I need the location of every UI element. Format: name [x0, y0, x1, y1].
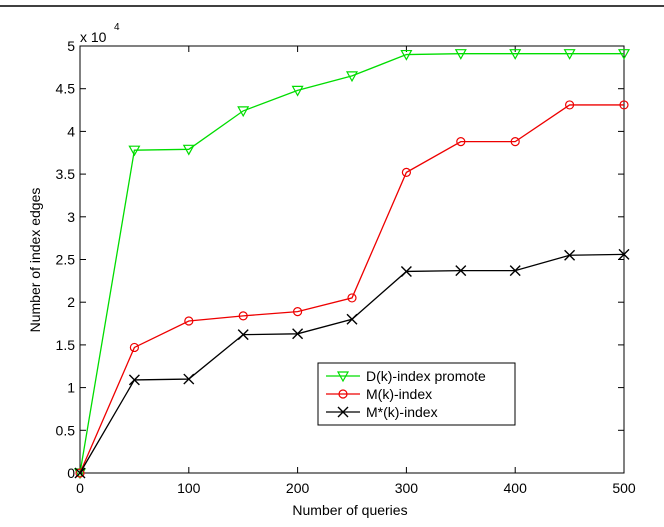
y-tick-label: 0.5	[56, 422, 76, 438]
y-tick-label: 1.5	[56, 337, 76, 353]
data-point	[456, 137, 466, 147]
x-axis-label: Number of queries	[292, 502, 407, 518]
data-point	[128, 145, 141, 157]
data-point	[619, 100, 629, 110]
y-axis-label: Number of index edges	[27, 188, 43, 333]
series-3	[74, 248, 630, 479]
data-point	[346, 313, 358, 325]
data-point	[291, 85, 304, 97]
data-point	[454, 49, 467, 60]
y-multiplier-exponent: 4	[114, 22, 120, 33]
legend-marker	[336, 371, 350, 383]
series-line	[79, 53, 624, 474]
data-point	[617, 49, 631, 60]
y-tick-label: 3	[67, 209, 75, 225]
data-point	[292, 328, 304, 340]
y-tick-label: 4	[67, 123, 75, 139]
data-point	[401, 167, 411, 177]
data-point	[237, 106, 250, 118]
data-point	[400, 49, 413, 61]
x-tick-label: 300	[395, 480, 419, 496]
data-point	[183, 373, 195, 385]
data-point	[238, 311, 248, 321]
data-point	[74, 467, 86, 479]
x-tick-label: 400	[504, 480, 528, 496]
data-point	[345, 71, 359, 83]
x-tick-label: 500	[612, 480, 636, 496]
y-tick-label: 1	[67, 380, 75, 396]
y-tick-label: 0	[67, 465, 75, 481]
data-point	[564, 249, 576, 261]
data-point	[75, 468, 85, 478]
data-point	[455, 265, 467, 277]
data-point	[400, 265, 412, 277]
data-point	[182, 144, 195, 156]
x-tick-label: 200	[286, 480, 310, 496]
x-tick-label: 100	[177, 480, 201, 496]
legend-entry: D(k)-index promote	[326, 368, 486, 384]
y-tick-label: 4.5	[56, 81, 76, 97]
data-point	[510, 137, 520, 147]
data-point	[564, 100, 575, 110]
y-tick-label: 2.5	[56, 252, 76, 268]
series-2	[75, 100, 629, 478]
data-point	[563, 49, 576, 60]
data-point	[509, 49, 522, 60]
legend-entry: M*(k)-index	[326, 404, 438, 420]
y-tick-label: 3.5	[56, 166, 76, 182]
data-point	[128, 374, 140, 386]
legend-marker	[338, 389, 348, 399]
y-tick-label: 5	[67, 38, 75, 54]
data-point	[293, 306, 303, 317]
x-tick-label: 0	[76, 480, 84, 496]
data-point	[184, 316, 194, 326]
legend-label: D(k)-index promote	[366, 368, 486, 384]
data-point	[347, 293, 357, 303]
y-multiplier-label: x 10	[80, 29, 107, 45]
data-point	[618, 248, 630, 260]
data-point	[509, 265, 521, 277]
data-point	[129, 342, 139, 353]
legend-label: M(k)-index	[366, 386, 432, 402]
legend-marker	[337, 406, 349, 418]
data-point	[237, 329, 249, 341]
legend-label: M*(k)-index	[366, 404, 438, 420]
legend-entry: M(k)-index	[326, 386, 432, 402]
series-line	[79, 104, 624, 474]
y-tick-label: 2	[67, 294, 75, 310]
series-1	[73, 49, 631, 480]
